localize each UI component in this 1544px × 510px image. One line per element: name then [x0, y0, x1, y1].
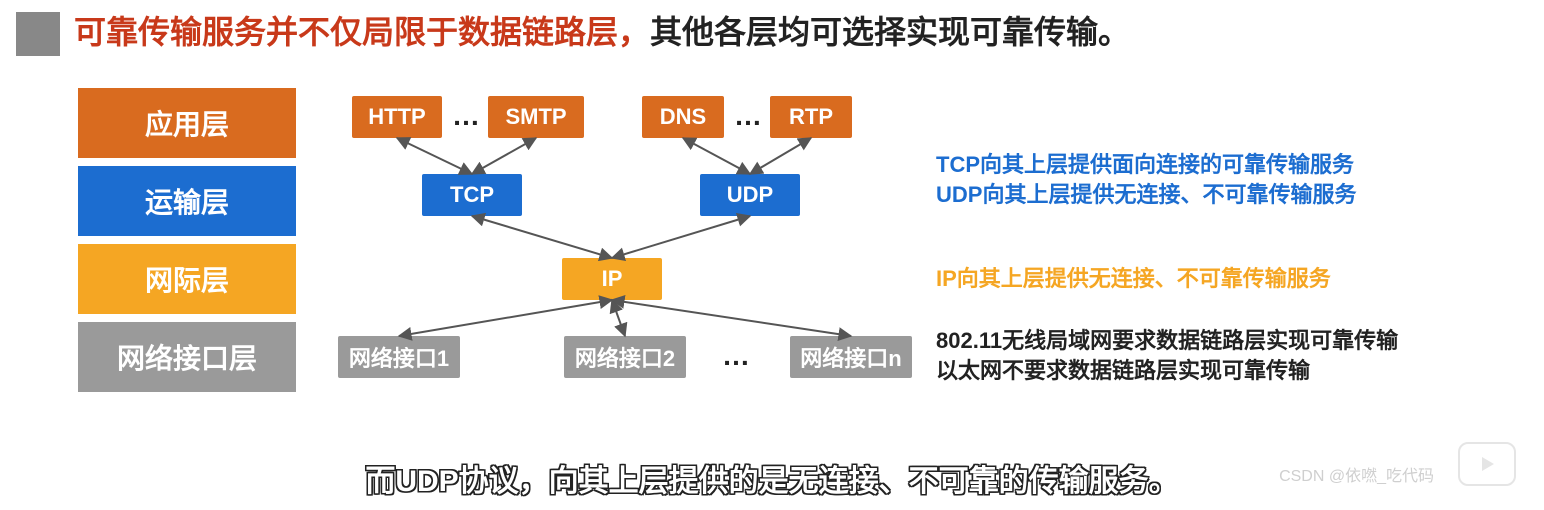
layer-box: 网络接口层	[78, 322, 296, 392]
edge-arrow	[399, 300, 612, 336]
edge-arrow	[397, 138, 472, 174]
diagram-node: UDP	[700, 174, 800, 216]
diagram-node: TCP	[422, 174, 522, 216]
layer-box: 应用层	[78, 88, 296, 158]
diagram-node: SMTP	[488, 96, 584, 138]
diagram-node: RTP	[770, 96, 852, 138]
edge-arrow	[750, 138, 811, 174]
note-line: TCP向其上层提供面向连接的可靠传输服务	[936, 150, 1354, 180]
diagram-node: 网络接口n	[790, 336, 912, 378]
edge-arrow	[612, 216, 750, 258]
ellipsis-icon: …	[452, 100, 482, 132]
diagram-node: DNS	[642, 96, 724, 138]
edge-arrow	[472, 138, 536, 174]
page-title: 可靠传输服务并不仅局限于数据链路层，其他各层均可选择实现可靠传输。	[74, 10, 1130, 54]
note-line: 802.11无线局域网要求数据链路层实现可靠传输	[936, 326, 1398, 356]
watermark-text: CSDN @依嘫_吃代码	[1279, 462, 1434, 486]
play-badge-icon	[1458, 442, 1516, 486]
title-rest: 其他各层均可选择实现可靠传输。	[650, 14, 1130, 50]
edge-arrow	[683, 138, 750, 174]
title-highlight: 可靠传输服务并不仅局限于数据链路层，	[74, 14, 650, 50]
edge-arrow	[472, 216, 612, 258]
layer-box: 运输层	[78, 166, 296, 236]
ellipsis-icon: …	[722, 340, 752, 372]
note-line: UDP向其上层提供无连接、不可靠传输服务	[936, 180, 1356, 210]
edge-arrow	[612, 300, 851, 336]
diagram-node: 网络接口1	[338, 336, 460, 378]
layer-box: 网际层	[78, 244, 296, 314]
ellipsis-icon: …	[734, 100, 764, 132]
bullet-icon	[16, 12, 60, 56]
note-line: 以太网不要求数据链路层实现可靠传输	[936, 356, 1310, 386]
edge-arrow	[612, 300, 625, 336]
diagram-node: IP	[562, 258, 662, 300]
diagram-node: 网络接口2	[564, 336, 686, 378]
note-line: IP向其上层提供无连接、不可靠传输服务	[936, 264, 1331, 294]
diagram-node: HTTP	[352, 96, 442, 138]
